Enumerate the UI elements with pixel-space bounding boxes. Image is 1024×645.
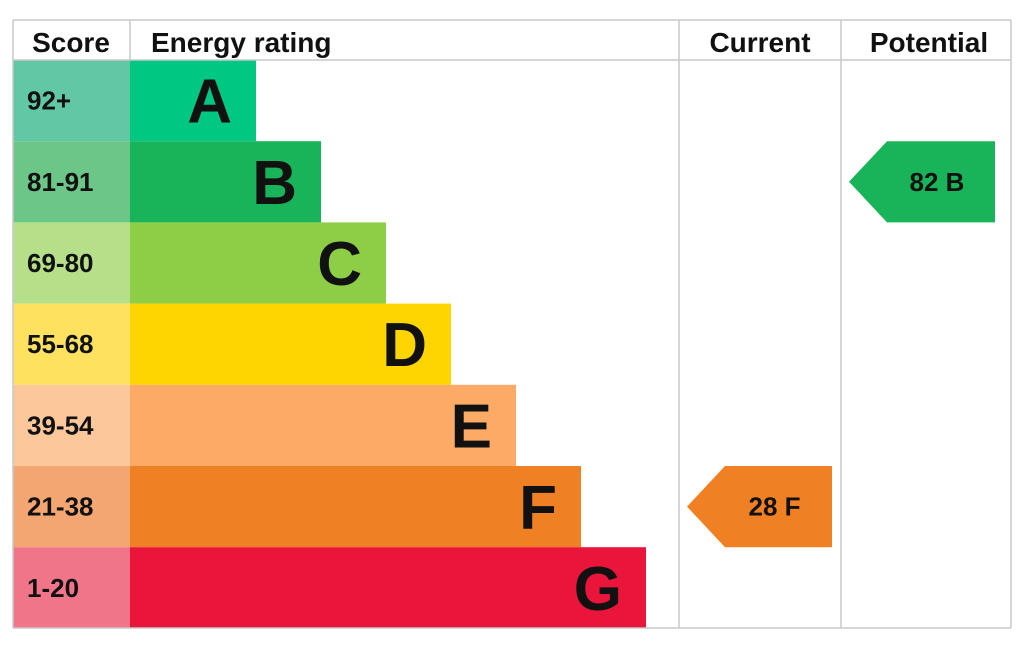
band-bar-a (130, 60, 256, 142)
potential-rating-label: 82 B (910, 167, 965, 197)
score-cell-f (13, 466, 130, 548)
band-letter-c: C (317, 230, 362, 299)
indicators-layer: 28 F 82 B (687, 141, 995, 548)
current-rating-label: 28 F (748, 492, 800, 522)
score-cell-c (13, 222, 130, 304)
score-cell-g (13, 547, 130, 629)
band-bar-d (130, 303, 451, 385)
score-cell-a (13, 60, 130, 142)
grid-lines (12, 19, 1012, 629)
header-current: Current (709, 27, 810, 58)
current-rating-arrow (687, 466, 832, 548)
band-bar-e (130, 384, 516, 466)
band-letter-a: A (187, 68, 232, 137)
score-label-a: 92+ (27, 86, 71, 116)
band-letter-g: G (574, 555, 622, 624)
band-bar-b (130, 141, 321, 223)
header-potential: Potential (870, 27, 988, 58)
bands-layer: 92+ A 81-91 B 69-80 C 55-68 D 39-54 E 21-38 F 1-20 G (13, 60, 646, 629)
score-cell-d (13, 303, 130, 385)
score-cell-b (13, 141, 130, 223)
band-letter-f: F (519, 474, 557, 543)
score-cell-e (13, 384, 130, 466)
header-row: Score Energy rating Current Potential (32, 27, 988, 58)
potential-rating-arrow (849, 141, 995, 223)
score-label-b: 81-91 (27, 167, 94, 197)
band-bar-f (130, 466, 581, 548)
band-letter-e: E (451, 392, 492, 461)
score-label-e: 39-54 (27, 410, 94, 440)
score-label-f: 21-38 (27, 492, 94, 522)
header-score: Score (32, 27, 110, 58)
band-letter-b: B (252, 149, 297, 218)
score-label-d: 55-68 (27, 329, 94, 359)
header-energy-rating: Energy rating (151, 27, 331, 58)
score-label-g: 1-20 (27, 573, 79, 603)
band-bar-c (130, 222, 386, 304)
band-letter-d: D (382, 311, 427, 380)
score-label-c: 69-80 (27, 248, 94, 278)
band-bar-g (130, 547, 646, 629)
